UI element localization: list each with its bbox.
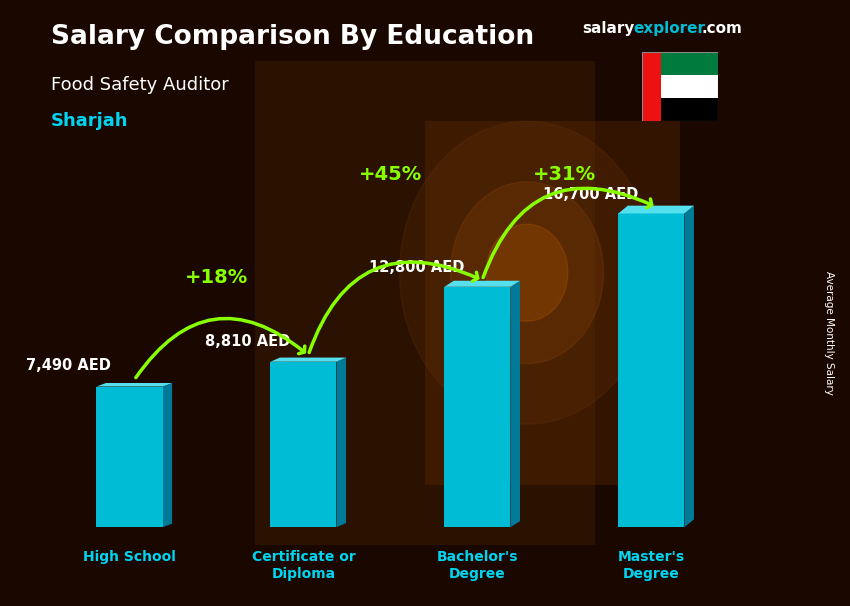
Text: 8,810 AED: 8,810 AED <box>205 333 291 348</box>
Polygon shape <box>511 281 520 527</box>
Text: salary: salary <box>582 21 635 36</box>
Text: Salary Comparison By Education: Salary Comparison By Education <box>51 24 534 50</box>
Text: .com: .com <box>701 21 742 36</box>
Polygon shape <box>661 98 718 121</box>
Text: +45%: +45% <box>359 165 422 184</box>
Text: Sharjah: Sharjah <box>51 112 128 130</box>
Text: 16,700 AED: 16,700 AED <box>543 187 638 202</box>
Polygon shape <box>337 358 346 527</box>
Polygon shape <box>162 383 172 527</box>
Polygon shape <box>684 205 694 527</box>
Text: Bachelor's
Degree: Bachelor's Degree <box>437 550 518 581</box>
Text: 7,490 AED: 7,490 AED <box>26 358 111 373</box>
Polygon shape <box>661 52 718 75</box>
Text: Food Safety Auditor: Food Safety Auditor <box>51 76 229 94</box>
Polygon shape <box>270 362 337 527</box>
Text: explorer: explorer <box>633 21 706 36</box>
Polygon shape <box>445 287 511 527</box>
Text: Master's
Degree: Master's Degree <box>618 550 685 581</box>
Polygon shape <box>618 205 694 213</box>
Text: 12,800 AED: 12,800 AED <box>369 261 464 276</box>
Bar <box>425 121 680 485</box>
Bar <box>255 61 595 545</box>
Polygon shape <box>661 75 718 98</box>
Text: Average Monthly Salary: Average Monthly Salary <box>824 271 834 395</box>
Polygon shape <box>618 213 684 527</box>
Text: +18%: +18% <box>184 268 248 287</box>
Text: +31%: +31% <box>533 165 596 184</box>
Polygon shape <box>450 182 604 364</box>
Polygon shape <box>642 52 661 121</box>
Polygon shape <box>270 358 346 362</box>
Text: High School: High School <box>83 550 176 564</box>
Polygon shape <box>486 224 568 321</box>
Text: Certificate or
Diploma: Certificate or Diploma <box>252 550 355 581</box>
Polygon shape <box>400 121 654 424</box>
Polygon shape <box>445 281 520 287</box>
Polygon shape <box>96 387 162 527</box>
Polygon shape <box>96 383 172 387</box>
